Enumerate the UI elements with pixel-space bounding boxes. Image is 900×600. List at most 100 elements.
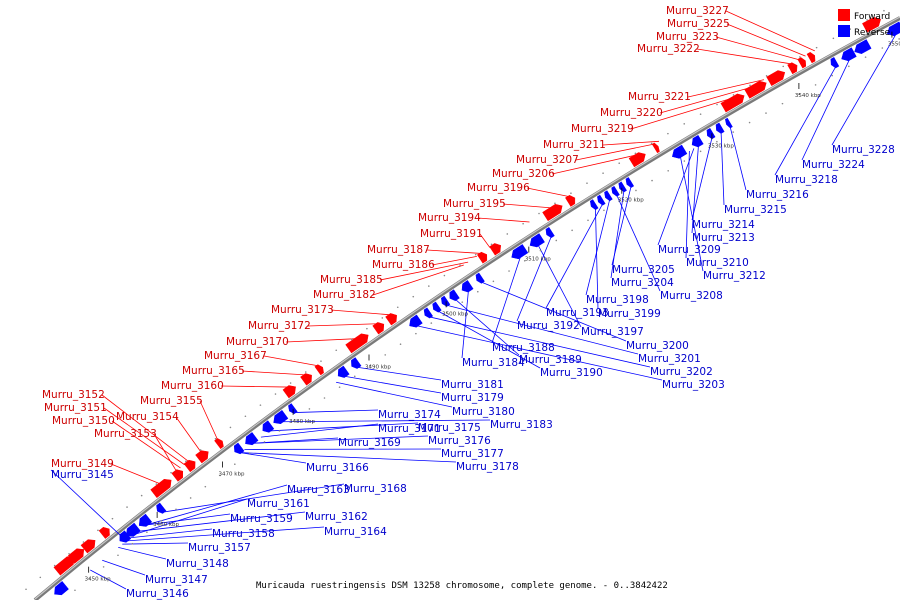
- reverse-label-connector: [679, 156, 704, 272]
- forward-gene-feature: [565, 195, 576, 207]
- reverse-label-connector: [616, 195, 661, 292]
- track-dot: [749, 84, 751, 87]
- track-dot: [304, 371, 307, 373]
- track-dot: [366, 327, 368, 330]
- track-dot: [308, 408, 311, 410]
- reverse-gene-label: Murru_3204: [611, 277, 674, 289]
- forward-gene-feature: [98, 527, 110, 539]
- reverse-gene-label: Murru_3146: [126, 588, 189, 600]
- track-dot: [185, 460, 187, 463]
- reverse-label-connector: [461, 290, 469, 359]
- forward-gene-feature: [476, 251, 488, 264]
- track-dot: [571, 229, 573, 232]
- track-dot: [381, 317, 384, 319]
- track-dot: [430, 322, 433, 324]
- track-dot: [399, 343, 402, 346]
- reverse-gene-feature: [262, 420, 275, 433]
- track-dot: [415, 332, 417, 335]
- reverse-gene-label: Murru_3178: [456, 461, 519, 473]
- forward-gene-feature: [787, 62, 798, 75]
- reverse-label-connector: [336, 381, 453, 408]
- legend-reverse-label: Reverse: [854, 28, 891, 38]
- forward-gene-label: Murru_3211: [543, 139, 606, 151]
- track-dot: [412, 295, 415, 298]
- track-dot: [274, 393, 277, 395]
- forward-gene-label: Murru_3186: [372, 259, 435, 271]
- reverse-gene-feature: [604, 190, 613, 202]
- reverse-gene-feature: [691, 135, 704, 148]
- track-dot: [384, 354, 387, 356]
- reverse-gene-feature: [409, 314, 423, 328]
- track-dot: [831, 74, 833, 77]
- forward-label-connector: [111, 420, 181, 469]
- forward-label-connector: [526, 187, 570, 197]
- forward-gene-label: Murru_3223: [656, 31, 719, 43]
- track-dot: [461, 301, 464, 303]
- reverse-label-connector: [130, 528, 213, 539]
- reverse-gene-feature: [611, 185, 620, 197]
- reverse-gene-feature: [841, 47, 857, 62]
- track-dot: [111, 517, 114, 520]
- reverse-gene-feature: [138, 513, 153, 527]
- reverse-label-connector: [240, 452, 457, 463]
- forward-label-connector: [220, 385, 289, 388]
- scale-tick-label: 3550 kbp: [888, 42, 900, 48]
- track-dot: [603, 209, 605, 212]
- reverse-label-connector: [774, 66, 837, 176]
- track-dot: [126, 506, 128, 508]
- forward-gene-label: Murru_3170: [226, 336, 289, 348]
- reverse-label-connector: [685, 151, 690, 259]
- reverse-gene-feature: [449, 289, 460, 302]
- reverse-gene-label: Murru_3147: [145, 574, 208, 586]
- reverse-gene-label: Murru_3164: [324, 526, 387, 538]
- forward-gene-label: Murru_3221: [628, 91, 691, 103]
- reverse-label-connector: [537, 244, 582, 328]
- track-dot: [204, 485, 207, 488]
- forward-gene-feature: [720, 93, 745, 113]
- forward-gene-label: Murru_3155: [140, 395, 203, 407]
- track-dot: [68, 552, 70, 555]
- track-dot: [782, 65, 785, 68]
- reverse-gene-label: Murru_3161: [247, 498, 310, 510]
- reverse-label-connector: [585, 199, 611, 296]
- track-dot: [815, 46, 818, 49]
- reverse-gene-label: Murru_3201: [638, 353, 701, 365]
- reverse-gene-label: Murru_3166: [306, 462, 369, 474]
- scale-tick-label: 3460 kbp: [153, 522, 179, 528]
- track-dot: [650, 142, 653, 145]
- forward-gene-feature: [282, 385, 296, 399]
- forward-gene-feature: [797, 57, 807, 69]
- forward-gene-label: Murru_3222: [637, 43, 700, 55]
- reverse-gene-label: Murru_3205: [612, 264, 675, 276]
- track-dot: [539, 249, 542, 252]
- track-dot: [335, 349, 338, 352]
- reverse-gene-label: Murru_3208: [660, 290, 723, 302]
- reverse-gene-label: Murru_3168: [344, 483, 407, 495]
- reverse-gene-feature: [126, 522, 141, 537]
- scale-tick-label: 3540 kbp: [795, 93, 821, 99]
- forward-label-connector: [725, 10, 815, 52]
- reverse-label-connector: [357, 366, 442, 381]
- reverse-label-connector: [122, 542, 189, 545]
- reverse-gene-feature: [432, 301, 442, 313]
- reverse-gene-feature: [156, 502, 167, 514]
- forward-gene-label: Murru_3160: [161, 380, 224, 392]
- track-dot: [259, 404, 262, 406]
- scale-tick-label: 3470 kbp: [219, 471, 245, 477]
- reverse-gene-label: Murru_3215: [724, 204, 787, 216]
- track-dot: [53, 564, 56, 567]
- reverse-label-connector: [831, 33, 897, 146]
- forward-label-connector: [199, 400, 218, 440]
- reverse-label-connector: [118, 546, 167, 560]
- gene-features: [53, 17, 900, 596]
- reverse-gene-label: Murru_3145: [51, 469, 114, 481]
- track-dot: [748, 121, 751, 124]
- forward-label-connector: [103, 407, 185, 466]
- track-dot: [476, 290, 479, 293]
- track-dot: [814, 84, 817, 86]
- reverse-gene-label: Murru_3189: [519, 354, 582, 366]
- track-dot: [338, 386, 341, 388]
- reverse-label-connector: [252, 435, 429, 444]
- reverse-label-connector: [240, 452, 307, 464]
- legend-reverse-swatch: [838, 25, 850, 37]
